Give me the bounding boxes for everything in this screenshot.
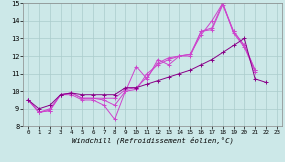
X-axis label: Windchill (Refroidissement éolien,°C): Windchill (Refroidissement éolien,°C)	[72, 137, 233, 144]
